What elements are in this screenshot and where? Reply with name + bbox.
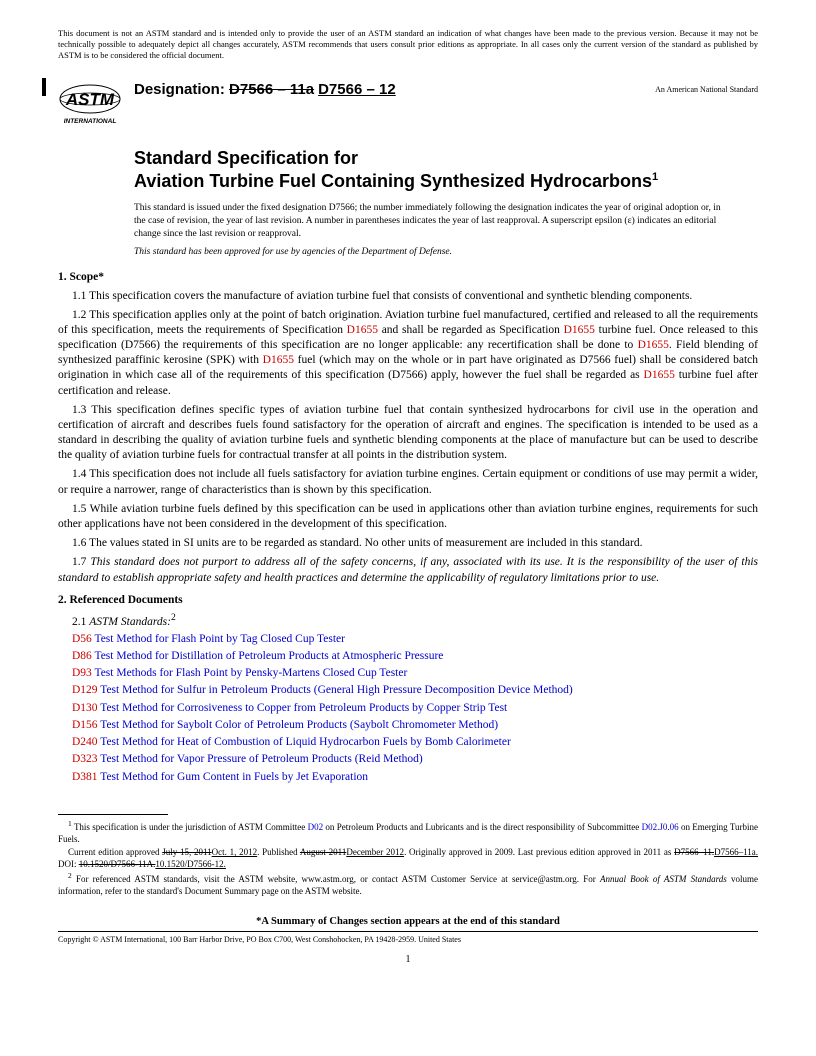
footnotes: 1 This specification is under the jurisd…: [58, 814, 758, 898]
ref-title[interactable]: Test Method for Vapor Pressure of Petrol…: [98, 753, 423, 765]
ref-title[interactable]: Test Method for Corrosiveness to Copper …: [98, 702, 508, 714]
para-1-4: 1.4 This specification does not include …: [58, 467, 758, 497]
designation-block: Designation: D7566 – 11a D7566 – 12: [134, 75, 608, 99]
ref-code[interactable]: D56: [72, 633, 92, 645]
header-row: ASTM INTERNATIONAL Designation: D7566 – …: [58, 75, 758, 127]
title-sup: 1: [652, 171, 658, 183]
ref-code[interactable]: D86: [72, 650, 92, 662]
ref-item: D129 Test Method for Sulfur in Petroleum…: [72, 682, 758, 699]
ref-code[interactable]: D130: [72, 702, 98, 714]
ref-item: D93 Test Methods for Flash Point by Pens…: [72, 665, 758, 682]
para-1-6: 1.6 The values stated in SI units are to…: [58, 536, 758, 551]
ref-d1655: D1655: [347, 324, 378, 336]
para-1-7: 1.7 This standard does not purport to ad…: [58, 555, 758, 585]
page-number: 1: [58, 954, 758, 965]
dod-note: This standard has been approved for use …: [134, 247, 758, 257]
ref-title[interactable]: Test Method for Flash Point by Tag Close…: [92, 633, 345, 645]
ref-code[interactable]: D240: [72, 736, 98, 748]
ref-item: D56 Test Method for Flash Point by Tag C…: [72, 631, 758, 648]
ref-code[interactable]: D93: [72, 667, 92, 679]
ref-title[interactable]: Test Method for Gum Content in Fuels by …: [98, 771, 368, 783]
para-1-3: 1.3 This specification defines specific …: [58, 403, 758, 464]
svg-text:ASTM: ASTM: [65, 90, 115, 109]
ref-title[interactable]: Test Method for Distillation of Petroleu…: [92, 650, 444, 662]
svg-text:INTERNATIONAL: INTERNATIONAL: [64, 118, 117, 125]
footnote-1-line2: Current edition approved July 15, 2011Oc…: [58, 846, 758, 870]
bottom-rule: [58, 931, 758, 932]
top-disclaimer: This document is not an ASTM standard an…: [58, 28, 758, 61]
revision-marker: [42, 78, 46, 96]
link-d02j006[interactable]: D02.J0.06: [642, 822, 679, 832]
ref-d1655: D1655: [263, 354, 294, 366]
title-block: Standard Specification for Aviation Turb…: [134, 147, 758, 256]
title-main: Aviation Turbine Fuel Containing Synthes…: [134, 171, 652, 191]
refdocs-heading: 2. Referenced Documents: [58, 594, 758, 606]
astm-logo: ASTM INTERNATIONAL: [58, 75, 122, 127]
footnote-rule: [58, 814, 168, 815]
scope-heading: 1. Scope*: [58, 271, 758, 283]
ref-title[interactable]: Test Method for Sulfur in Petroleum Prod…: [98, 684, 573, 696]
para-1-2: 1.2 This specification applies only at t…: [58, 308, 758, 399]
ref-item: D130 Test Method for Corrosiveness to Co…: [72, 700, 758, 717]
ref-d1655: D1655: [638, 339, 669, 351]
ref-d1655: D1655: [564, 324, 595, 336]
designation-old: D7566 – 11a: [229, 81, 314, 98]
ref-title[interactable]: Test Method for Heat of Combustion of Li…: [98, 736, 511, 748]
para-1-5: 1.5 While aviation turbine fuels defined…: [58, 502, 758, 532]
designation-new: D7566 – 12: [318, 81, 396, 98]
standard-title: Standard Specification for Aviation Turb…: [134, 147, 758, 192]
ref-code[interactable]: D323: [72, 753, 98, 765]
ref-code[interactable]: D156: [72, 719, 98, 731]
ref-title[interactable]: Test Methods for Flash Point by Pensky-M…: [92, 667, 407, 679]
referenced-standards-list: D56 Test Method for Flash Point by Tag C…: [72, 631, 758, 786]
ref-code[interactable]: D129: [72, 684, 98, 696]
ref-item: D240 Test Method for Heat of Combustion …: [72, 734, 758, 751]
copyright-line: Copyright © ASTM International, 100 Barr…: [58, 935, 758, 944]
link-d02[interactable]: D02: [308, 822, 324, 832]
ref-item: D156 Test Method for Saybolt Color of Pe…: [72, 717, 758, 734]
footnote-1: 1 This specification is under the jurisd…: [58, 819, 758, 845]
title-pre: Standard Specification for: [134, 148, 358, 168]
ref-item: D323 Test Method for Vapor Pressure of P…: [72, 751, 758, 768]
summary-of-changes-note: *A Summary of Changes section appears at…: [58, 916, 758, 927]
astm-standards-sub: 2.1 ASTM Standards:2: [58, 612, 758, 628]
ref-item: D381 Test Method for Gum Content in Fuel…: [72, 769, 758, 786]
issuance-note: This standard is issued under the fixed …: [134, 202, 758, 240]
ref-title[interactable]: Test Method for Saybolt Color of Petrole…: [98, 719, 498, 731]
ans-label: An American National Standard: [608, 75, 758, 94]
ref-code[interactable]: D381: [72, 771, 98, 783]
para-1-1: 1.1 This specification covers the manufa…: [58, 289, 758, 304]
ref-d1655: D1655: [644, 369, 675, 381]
ref-item: D86 Test Method for Distillation of Petr…: [72, 648, 758, 665]
designation-label: Designation:: [134, 81, 229, 98]
footnote-2: 2 For referenced ASTM standards, visit t…: [58, 871, 758, 897]
